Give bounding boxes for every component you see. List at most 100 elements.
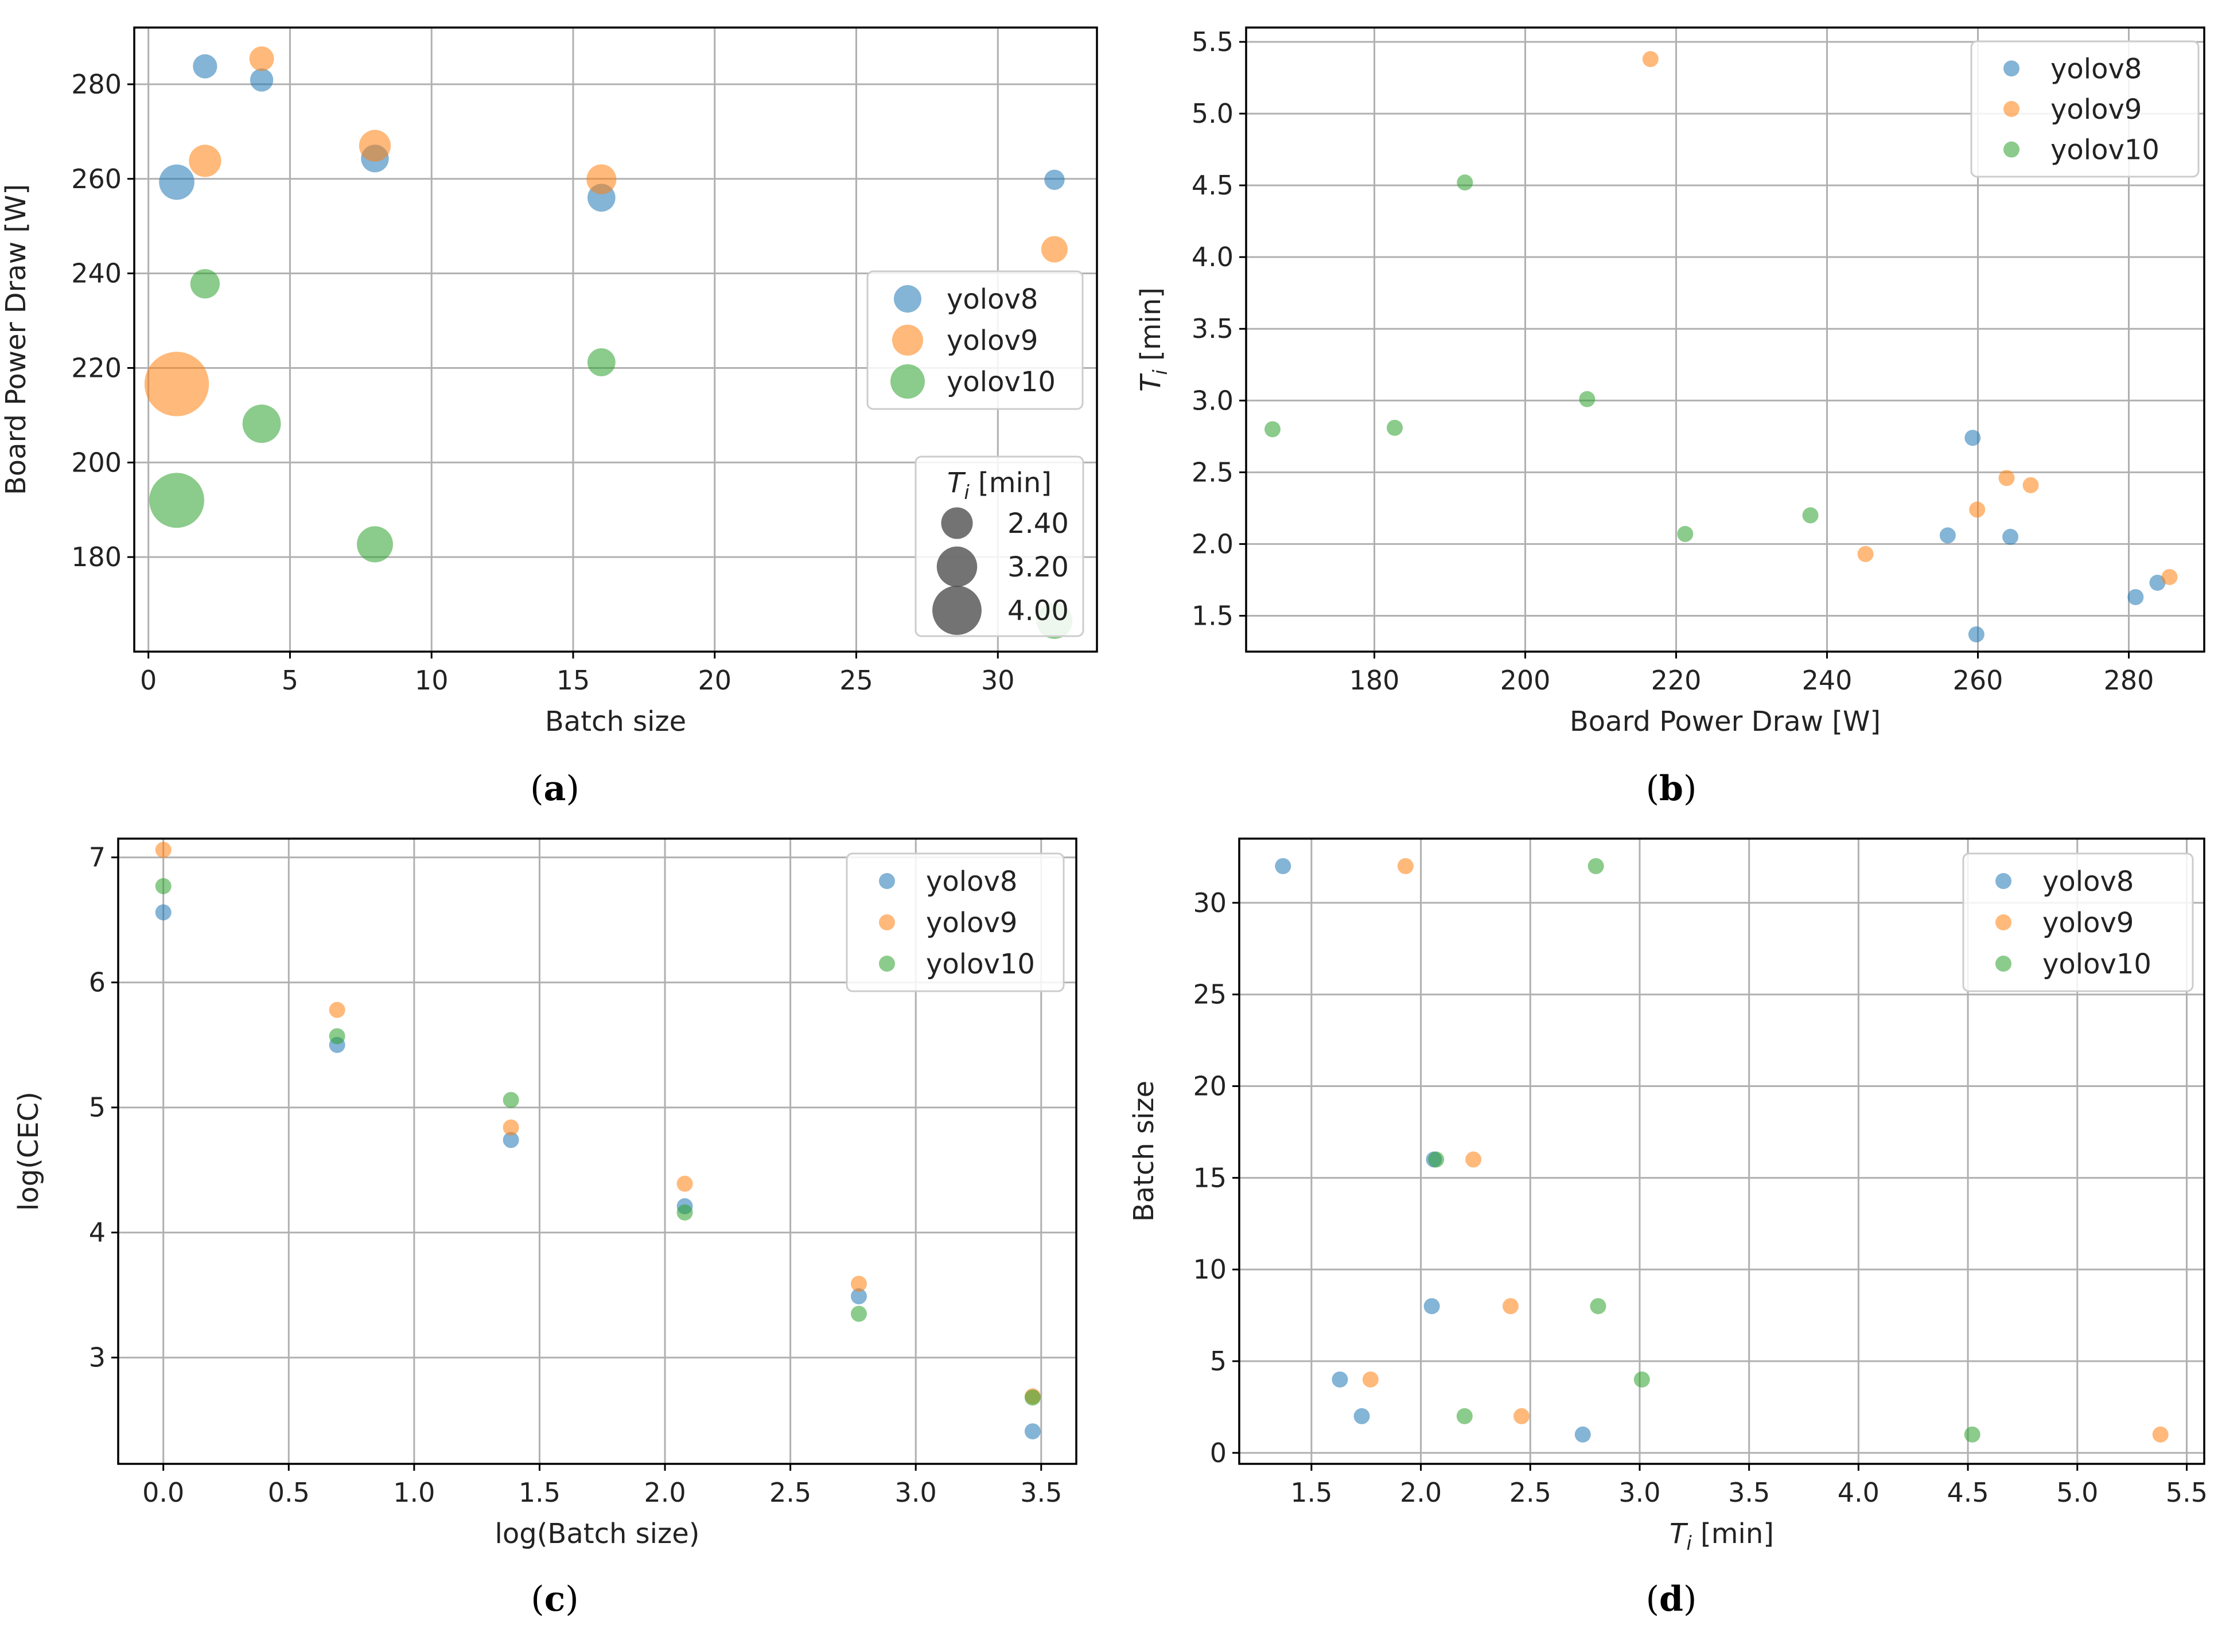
x-tick-label: 2.5 bbox=[1509, 1477, 1551, 1508]
legend-label-yolov10: yolov10 bbox=[2050, 134, 2159, 166]
point-yolov9 bbox=[155, 841, 172, 858]
legend: yolov8 yolov9 yolov10 bbox=[1970, 40, 2200, 178]
x-tick-label: 4.0 bbox=[1838, 1477, 1880, 1508]
y-tick-label: 240 bbox=[71, 258, 122, 289]
point-yolov8 bbox=[850, 1288, 867, 1304]
point-yolov10 bbox=[1590, 1298, 1606, 1315]
x-tick-label: 2.5 bbox=[769, 1477, 811, 1508]
point-yolov8 bbox=[1353, 1408, 1370, 1424]
size-legend-marker bbox=[932, 586, 982, 635]
plot-frame bbox=[133, 26, 1098, 653]
y-tick-label: 6 bbox=[89, 967, 106, 998]
panel-caption-c: (c) bbox=[531, 1579, 578, 1619]
y-axis-label: Ti [min] bbox=[1135, 287, 1172, 392]
x-tick-label: 3.0 bbox=[1618, 1477, 1660, 1508]
x-tick-label: 30 bbox=[981, 665, 1015, 696]
point-yolov10 bbox=[1633, 1371, 1650, 1388]
x-tick-label: 4.5 bbox=[1947, 1477, 1989, 1508]
point-yolov8 bbox=[2127, 589, 2144, 605]
legend-marker-yolov10 bbox=[879, 956, 895, 972]
x-tick-label: 3.5 bbox=[1728, 1477, 1770, 1508]
size-legend-label: 4.00 bbox=[1007, 595, 1069, 627]
panel-c: 0.0 0.5 1.0 1.5 2.0 2.5 3.0 3.5 3 4 5 6 7 log(Batch s… bbox=[13, 837, 1077, 1619]
legend-label-yolov8: yolov8 bbox=[2042, 866, 2134, 898]
legend-label-yolov10: yolov10 bbox=[947, 366, 1056, 398]
point-yolov9 bbox=[144, 352, 209, 416]
point-yolov8 bbox=[2002, 528, 2019, 545]
y-tick-label: 25 bbox=[1193, 979, 1227, 1010]
panel-caption-a: (a) bbox=[530, 769, 579, 809]
panel-a: 0 5 10 15 20 25 30 180 200 220 240 260 280 Batch size… bbox=[0, 26, 1098, 809]
point-yolov9 bbox=[1465, 1151, 1482, 1168]
x-tick-label: 1.0 bbox=[393, 1477, 435, 1508]
x-tick-label: 0 bbox=[140, 665, 157, 696]
point-yolov10 bbox=[155, 878, 172, 894]
point-yolov9 bbox=[1362, 1371, 1379, 1388]
point-yolov8 bbox=[1939, 527, 1956, 544]
legend-marker-yolov10 bbox=[1995, 956, 2011, 972]
x-axis-label: Ti [min] bbox=[1670, 1518, 1774, 1555]
legend-label-yolov9: yolov9 bbox=[2042, 907, 2134, 939]
legend-label-yolov8: yolov8 bbox=[947, 283, 1038, 315]
point-yolov9 bbox=[1998, 470, 2015, 486]
x-tick-label: 280 bbox=[2104, 665, 2154, 696]
y-tick-label: 3 bbox=[89, 1342, 106, 1373]
panel-caption-b: (b) bbox=[1646, 769, 1697, 809]
point-yolov8 bbox=[193, 54, 217, 79]
point-yolov9 bbox=[1397, 858, 1414, 874]
y-tick-label: 260 bbox=[71, 163, 122, 194]
point-yolov9 bbox=[1969, 501, 1986, 518]
point-yolov9 bbox=[359, 130, 391, 162]
point-yolov10 bbox=[1677, 525, 1694, 542]
y-tick-label: 10 bbox=[1193, 1254, 1227, 1285]
point-yolov10 bbox=[587, 348, 616, 376]
x-tick-label: 5.0 bbox=[2056, 1477, 2098, 1508]
point-yolov10 bbox=[1024, 1389, 1041, 1406]
legend-marker-yolov9 bbox=[2003, 101, 2019, 117]
point-yolov10 bbox=[676, 1204, 693, 1221]
y-tick-label: 4.0 bbox=[1192, 241, 1233, 272]
y-tick-label: 220 bbox=[71, 352, 122, 383]
point-yolov10 bbox=[1428, 1151, 1445, 1168]
point-yolov9 bbox=[1502, 1298, 1519, 1315]
legend-marker-yolov10 bbox=[890, 364, 925, 399]
point-yolov10 bbox=[1387, 419, 1403, 436]
legend-box bbox=[1962, 852, 2194, 992]
point-yolov8 bbox=[2149, 574, 2166, 591]
size-legend-marker bbox=[941, 507, 973, 539]
y-tick-label: 4.5 bbox=[1192, 170, 1233, 201]
point-yolov8 bbox=[1275, 858, 1291, 874]
point-yolov8 bbox=[1332, 1371, 1348, 1388]
legend-marker-yolov10 bbox=[2003, 141, 2019, 158]
panel-caption-d: (d) bbox=[1646, 1579, 1697, 1619]
legend-box bbox=[1970, 40, 2200, 178]
x-tick-label: 3.5 bbox=[1020, 1477, 1062, 1508]
point-yolov10 bbox=[242, 404, 281, 443]
point-yolov8 bbox=[1964, 430, 1981, 446]
point-yolov9 bbox=[1513, 1408, 1530, 1424]
x-tick-label: 0.5 bbox=[268, 1477, 310, 1508]
size-legend-title: Ti [min] bbox=[947, 467, 1052, 504]
point-yolov10 bbox=[1457, 174, 1473, 191]
point-yolov9 bbox=[586, 164, 617, 194]
size-legend-label: 2.40 bbox=[1007, 508, 1069, 540]
point-yolov10 bbox=[1579, 391, 1596, 407]
point-yolov9 bbox=[2022, 477, 2039, 493]
point-yolov9 bbox=[1041, 236, 1068, 263]
legend-label-yolov10: yolov10 bbox=[926, 948, 1035, 980]
panel-d: 1.5 2.0 2.5 3.0 3.5 4.0 4.5 5.0 5.5 0 5 10 15 20 25 30 T… bbox=[1128, 837, 2208, 1619]
point-yolov9 bbox=[2161, 568, 2178, 585]
y-tick-label: 7 bbox=[89, 842, 106, 873]
point-yolov9 bbox=[249, 46, 274, 71]
x-tick-label: 1.5 bbox=[1290, 1477, 1332, 1508]
legend-label-yolov9: yolov9 bbox=[2050, 93, 2142, 126]
x-tick-label: 220 bbox=[1651, 665, 1702, 696]
plot-frame bbox=[117, 837, 1077, 1465]
point-yolov8 bbox=[1968, 626, 1984, 642]
size-legend-label: 3.20 bbox=[1007, 551, 1069, 583]
y-tick-label: 5 bbox=[1210, 1346, 1227, 1377]
point-yolov9 bbox=[676, 1175, 693, 1192]
legend: yolov8 yolov9 yolov10 bbox=[846, 852, 1065, 992]
legend-label-yolov9: yolov9 bbox=[947, 325, 1038, 357]
